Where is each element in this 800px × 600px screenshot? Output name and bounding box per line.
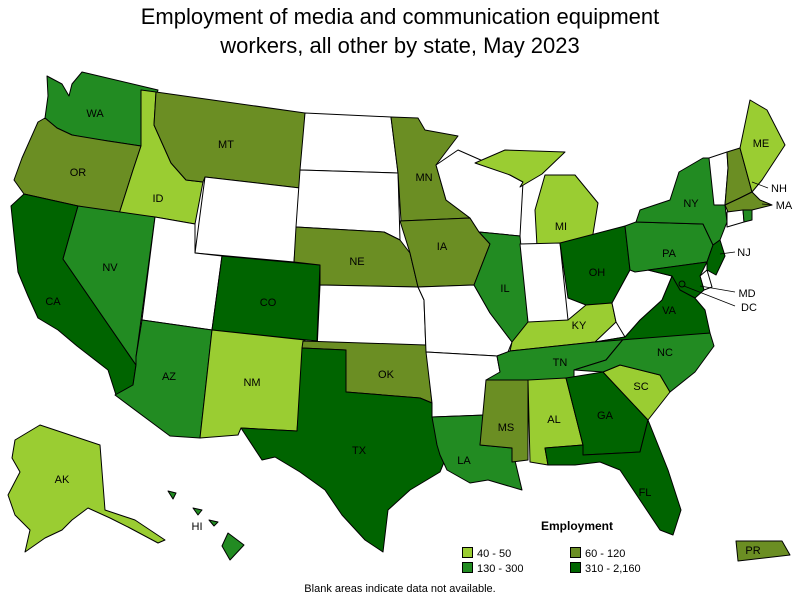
state-in[interactable] [519,242,569,331]
state-label-pa: PA [662,248,677,260]
legend-item: 310 - 2,160 [570,562,641,575]
state-label-nc: NC [657,347,673,359]
state-label-nj: NJ [737,247,750,259]
state-label-la: LA [457,455,471,467]
state-label-tn: TN [553,357,568,369]
state-label-hi: HI [192,521,203,533]
state-label-me: ME [753,138,770,150]
state-label-ak: AK [55,474,70,486]
state-ak[interactable] [7,424,166,553]
state-label-va: VA [662,305,677,317]
legend-label: 310 - 2,160 [585,563,641,575]
state-label-pr: PR [745,545,760,557]
state-label-or: OR [70,167,87,179]
legend-item: 130 - 300 [462,562,523,575]
state-label-oh: OH [589,267,606,279]
state-label-md: MD [738,288,755,300]
title-line-1: Employment of media and communication eq… [140,4,660,29]
legend-label: 60 - 120 [585,548,626,560]
legend-swatch [570,562,581,573]
state-fl[interactable] [544,419,682,536]
title-line-2: workers, all other by state, May 2023 [220,33,580,58]
map-title: Employment of media and communication eq… [0,2,800,60]
state-tx[interactable] [240,347,448,553]
state-label-ny: NY [683,198,699,210]
state-nd[interactable] [299,112,399,174]
state-labels: WA OR CA ID NV MT AZ CO NM NE OK TX MN I… [45,108,793,557]
legend-swatch [462,547,473,558]
state-pr[interactable] [735,540,791,562]
state-ri[interactable] [742,209,753,223]
state-label-il: IL [500,283,509,295]
legend-label: 130 - 300 [477,563,524,575]
state-dc[interactable] [678,280,686,288]
state-label-mn: MN [415,172,432,184]
footnote: Blank areas indicate data not available. [304,583,496,595]
state-hi[interactable] [167,490,245,561]
state-label-al: AL [547,414,560,426]
state-label-ma: MA [776,200,793,212]
state-label-nm: NM [243,377,260,389]
state-wy[interactable] [194,176,301,263]
state-nc[interactable] [573,332,715,393]
state-label-ia: IA [437,241,448,253]
state-label-dc: DC [741,302,757,314]
state-label-mt: MT [218,139,234,151]
legend-item: 40 - 50 [462,547,511,560]
state-label-nv: NV [102,262,118,274]
legend-swatch [462,562,473,573]
state-label-ky: KY [572,320,587,332]
state-label-tx: TX [352,445,367,457]
state-label-nh: NH [771,183,787,195]
state-label-fl: FL [639,487,652,499]
legend-item: 60 - 120 [570,547,625,560]
legend-title: Employment [540,519,613,533]
legend-swatch [570,547,581,558]
state-label-ok: OK [378,369,395,381]
state-label-co: CO [260,297,277,309]
legend-label: 40 - 50 [477,548,512,560]
legend: Employment 40 - 50 60 - 120 130 - 300 31… [462,519,662,575]
state-label-ms: MS [498,422,515,434]
state-label-sc: SC [633,381,648,393]
state-label-az: AZ [162,371,176,383]
state-label-mi: MI [555,221,567,233]
state-label-wa: WA [86,108,104,120]
state-label-id: ID [153,193,164,205]
state-label-ne: NE [349,256,364,268]
state-label-ca: CA [45,296,61,308]
state-label-ga: GA [597,410,614,422]
state-ct[interactable] [726,209,745,228]
